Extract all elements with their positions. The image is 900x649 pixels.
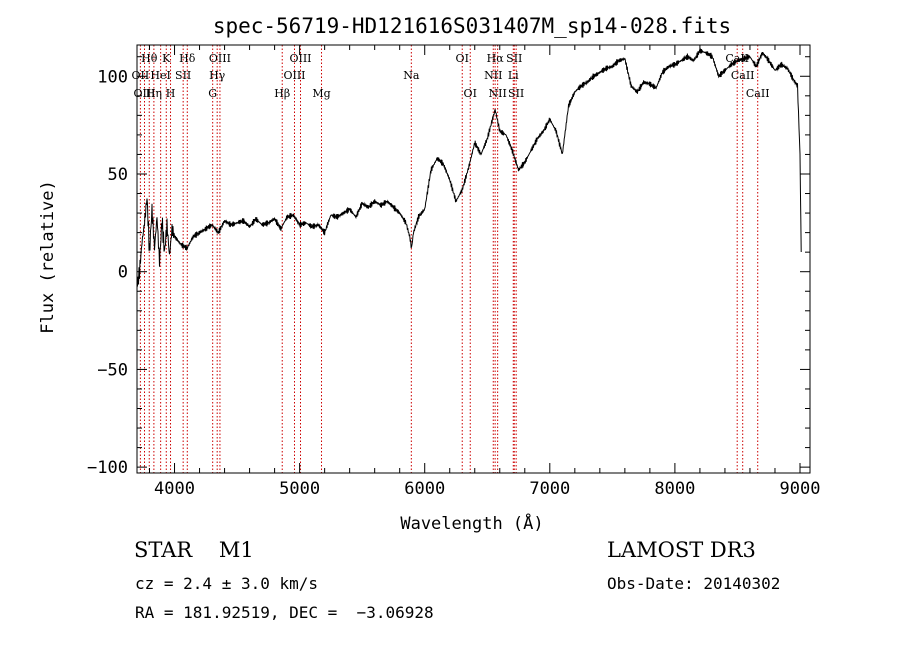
spectral-line-label: CaII	[746, 87, 770, 100]
spectral-line-label: K	[162, 52, 171, 65]
spectral-line-label: OI	[456, 52, 469, 65]
spectral-line-label: CaII	[725, 52, 749, 65]
axis-tick-labels: 4000 5000 6000 7000 8000 9000 −100 −50 0 50 100	[87, 67, 820, 499]
spectral-line-label: Hη	[146, 87, 162, 100]
chart-title: spec-56719-HD121616S031407M_sp14-028.fit…	[213, 14, 731, 38]
plot-frame	[136, 44, 811, 474]
y-tick-label: 50	[108, 165, 128, 185]
observation-date: Obs-Date: 20140302	[607, 574, 781, 593]
spectral-line-label: CaII	[731, 69, 755, 82]
spectral-line-label: NII	[484, 69, 502, 82]
spectral-line-label: G	[208, 87, 217, 100]
spectral-line-label: OII	[132, 69, 150, 82]
spectral-line-label: Hγ	[209, 69, 226, 82]
spectral-line-label: OIII	[133, 87, 155, 100]
spectrum-line	[136, 48, 802, 288]
y-tick-label: −50	[97, 360, 128, 380]
y-tick-label: −100	[87, 458, 128, 478]
y-tick-label: 100	[97, 67, 128, 87]
spectral-line-label: OIII	[289, 52, 311, 65]
spectral-line-label: SII	[175, 69, 191, 82]
spectral-line-labels: Hθ OII OIII K HeI Hη SII H Hδ OIII Hγ G Hβ OIII OIII Mg…	[132, 52, 770, 100]
y-axis-label: Flux (relative)	[38, 180, 58, 334]
spectral-line-label: H	[166, 87, 176, 100]
spectral-line-label: NII	[488, 87, 506, 100]
spectral-line-label: OIII	[209, 52, 231, 65]
x-tick-label: 4000	[154, 479, 195, 499]
spectral-line-label: Hα	[487, 52, 505, 65]
x-tick-label: 5000	[279, 479, 320, 499]
x-axis-label: Wavelength (Å)	[400, 512, 543, 534]
object-class: STAR M1	[134, 538, 254, 562]
survey-name: LAMOST DR3	[607, 538, 756, 562]
x-tick-label: 8000	[654, 479, 695, 499]
spectral-line-label: SII	[506, 52, 522, 65]
x-tick-label: 6000	[404, 479, 445, 499]
spectral-line-label: OI	[464, 87, 477, 100]
spectral-line-label: Hδ	[179, 52, 196, 65]
x-tick-label: 7000	[529, 479, 570, 499]
spectral-line-label: HeI	[150, 69, 170, 82]
spectral-line-label: Hθ	[141, 52, 158, 65]
coordinates: RA = 181.92519, DEC = −3.06928	[135, 603, 434, 622]
spectral-line-label: Na	[403, 69, 420, 82]
axis-ticks	[137, 45, 810, 473]
spectral-line-label: Mg	[312, 87, 330, 100]
spectral-line-label: OIII	[283, 69, 305, 82]
spectral-line-label: SII	[508, 87, 524, 100]
spectrum-chart: Hθ OII OIII K HeI Hη SII H Hδ OIII Hγ G Hβ OIII OIII Mg…	[38, 14, 820, 534]
x-tick-label: 9000	[780, 479, 821, 499]
spectral-line-label: Li	[508, 69, 519, 82]
spectral-lines	[139, 45, 759, 473]
spectral-line-label: Hβ	[274, 87, 290, 100]
y-tick-label: 0	[118, 263, 128, 283]
redshift-value: cz = 2.4 ± 3.0 km/s	[135, 574, 319, 593]
